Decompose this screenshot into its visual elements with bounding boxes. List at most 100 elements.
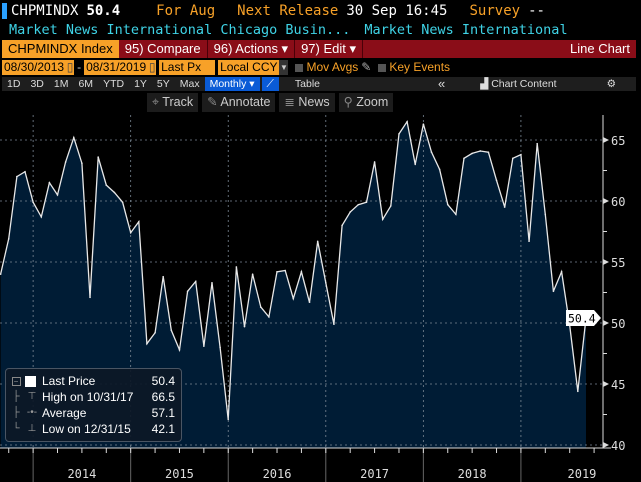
data-point bbox=[227, 418, 230, 421]
ticker-marker bbox=[2, 3, 7, 19]
y-tick-label: 60 bbox=[611, 195, 625, 209]
data-point bbox=[495, 179, 498, 182]
table-button[interactable]: Table bbox=[294, 78, 321, 90]
data-point bbox=[276, 270, 278, 273]
data-point bbox=[398, 133, 400, 135]
collapse-button[interactable]: « bbox=[437, 76, 446, 91]
key-events-checkbox[interactable] bbox=[378, 63, 387, 72]
data-point bbox=[251, 273, 254, 276]
data-point bbox=[406, 120, 408, 123]
annotate-button[interactable]: ✎ Annotate bbox=[202, 93, 276, 112]
news-button[interactable]: ≣ News bbox=[279, 93, 335, 112]
range-1y[interactable]: 1Y bbox=[134, 78, 147, 90]
news-label: News bbox=[298, 95, 330, 109]
series-area bbox=[0, 121, 587, 448]
data-point bbox=[89, 296, 91, 299]
start-date-field[interactable]: 08/30/2013 bbox=[2, 60, 67, 75]
last-value: 50.4 bbox=[86, 3, 121, 19]
data-point bbox=[300, 270, 303, 273]
data-point bbox=[0, 273, 2, 275]
range-6m[interactable]: 6M bbox=[78, 78, 94, 90]
data-point bbox=[349, 211, 351, 213]
data-point bbox=[56, 194, 59, 196]
data-point bbox=[544, 213, 547, 216]
edit-button[interactable]: 97) Edit ▾ bbox=[295, 40, 364, 58]
currency-selector[interactable]: Local CCY bbox=[218, 60, 280, 75]
crosshair-icon: ⌖ bbox=[152, 95, 160, 109]
y-tick-marker bbox=[603, 198, 609, 204]
range-3d[interactable]: 3D bbox=[30, 78, 44, 90]
range-1m[interactable]: 1M bbox=[53, 78, 69, 90]
legend-average-value: 57.1 bbox=[151, 406, 175, 420]
legend-collapse-icon[interactable]: − bbox=[11, 376, 21, 386]
range-5y[interactable]: 5Y bbox=[156, 78, 170, 90]
gear-icon[interactable]: ⚙ bbox=[606, 78, 616, 90]
chart-style-icon[interactable]: ⟋ bbox=[261, 77, 279, 91]
data-point bbox=[479, 150, 482, 152]
pencil-icon: ✎ bbox=[207, 95, 218, 109]
data-point bbox=[154, 331, 156, 334]
x-tick-label: 2015 bbox=[165, 467, 194, 481]
data-point bbox=[64, 161, 67, 163]
data-point bbox=[162, 275, 164, 278]
source-row: Market News International Chicago Busin.… bbox=[9, 21, 568, 38]
mov-avgs-checkbox[interactable] bbox=[295, 63, 304, 72]
data-point bbox=[284, 269, 286, 272]
data-point bbox=[40, 216, 43, 218]
data-point bbox=[7, 238, 10, 240]
range-max[interactable]: Max bbox=[179, 78, 200, 90]
y-tick-marker bbox=[603, 259, 609, 265]
compare-button[interactable]: 95) Compare bbox=[119, 40, 208, 58]
data-point bbox=[113, 191, 116, 194]
data-point bbox=[32, 201, 34, 204]
data-point bbox=[211, 281, 213, 284]
data-point bbox=[333, 323, 335, 326]
data-point bbox=[81, 162, 83, 164]
legend-high-value: 66.5 bbox=[151, 390, 175, 404]
field-selector[interactable]: Last Px bbox=[159, 60, 216, 75]
data-point bbox=[24, 170, 26, 173]
data-point bbox=[170, 329, 173, 332]
calendar-icon[interactable]: ▯ bbox=[66, 60, 75, 75]
data-point bbox=[511, 157, 514, 160]
pencil-icon[interactable]: ✎ bbox=[361, 60, 372, 74]
chart-legend: − Last Price 50.4 ├ ⊤ High on 10/31/17 6… bbox=[5, 368, 182, 442]
zoom-button[interactable]: ⚲ Zoom bbox=[338, 93, 394, 112]
data-point bbox=[316, 240, 319, 243]
range-1d[interactable]: 1D bbox=[7, 78, 21, 90]
actions-button[interactable]: 96) Actions ▾ bbox=[208, 40, 296, 58]
key-events-label: Key Events bbox=[389, 60, 451, 74]
calendar-icon[interactable]: ▯ bbox=[148, 60, 157, 75]
legend-last-price-value: 50.4 bbox=[151, 374, 175, 388]
ticker: CHPMINDX bbox=[11, 3, 79, 19]
chevron-down-icon[interactable]: ▼ bbox=[279, 60, 289, 75]
x-tick-label: 2016 bbox=[263, 467, 292, 481]
data-point bbox=[471, 152, 473, 155]
x-tick-label: 2014 bbox=[67, 467, 96, 481]
data-point bbox=[341, 224, 343, 227]
data-point bbox=[414, 163, 417, 166]
data-point bbox=[520, 153, 522, 156]
frequency-selector[interactable]: Monthly ▾ bbox=[204, 77, 260, 91]
survey-label: Survey bbox=[469, 3, 521, 19]
chart-content-label: Chart Content bbox=[491, 78, 557, 90]
data-point bbox=[463, 157, 465, 160]
end-date-field[interactable]: 08/31/2019 bbox=[84, 60, 149, 75]
data-point bbox=[186, 290, 189, 293]
data-point bbox=[219, 346, 221, 349]
data-point bbox=[105, 184, 108, 186]
command-bar: CHPMINDX Index 95) Compare 96) Actions ▾… bbox=[2, 40, 636, 58]
data-point bbox=[528, 240, 530, 243]
chart-content-icon: ▟ bbox=[480, 78, 489, 90]
next-release-label: Next Release bbox=[237, 3, 339, 19]
y-tick-label: 45 bbox=[611, 378, 625, 392]
data-point bbox=[373, 161, 376, 163]
security-field[interactable]: CHPMINDX Index bbox=[2, 40, 119, 58]
track-button[interactable]: ⌖ Track bbox=[147, 93, 199, 112]
data-point bbox=[560, 270, 563, 273]
data-point bbox=[178, 349, 181, 351]
source-right: Market News International bbox=[364, 21, 568, 38]
chart-content-button[interactable]: ▟ Chart Content bbox=[450, 77, 586, 91]
range-ytd[interactable]: YTD bbox=[103, 78, 125, 90]
